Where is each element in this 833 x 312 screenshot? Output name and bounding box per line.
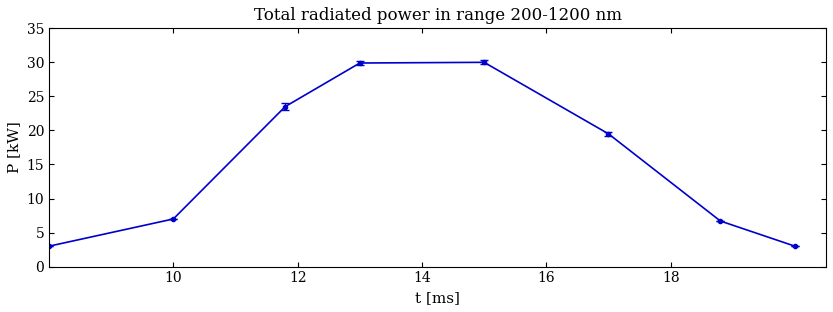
Title: Total radiated power in range 200-1200 nm: Total radiated power in range 200-1200 n… (253, 7, 621, 24)
Y-axis label: P [kW]: P [kW] (7, 122, 21, 173)
X-axis label: t [ms]: t [ms] (415, 291, 460, 305)
